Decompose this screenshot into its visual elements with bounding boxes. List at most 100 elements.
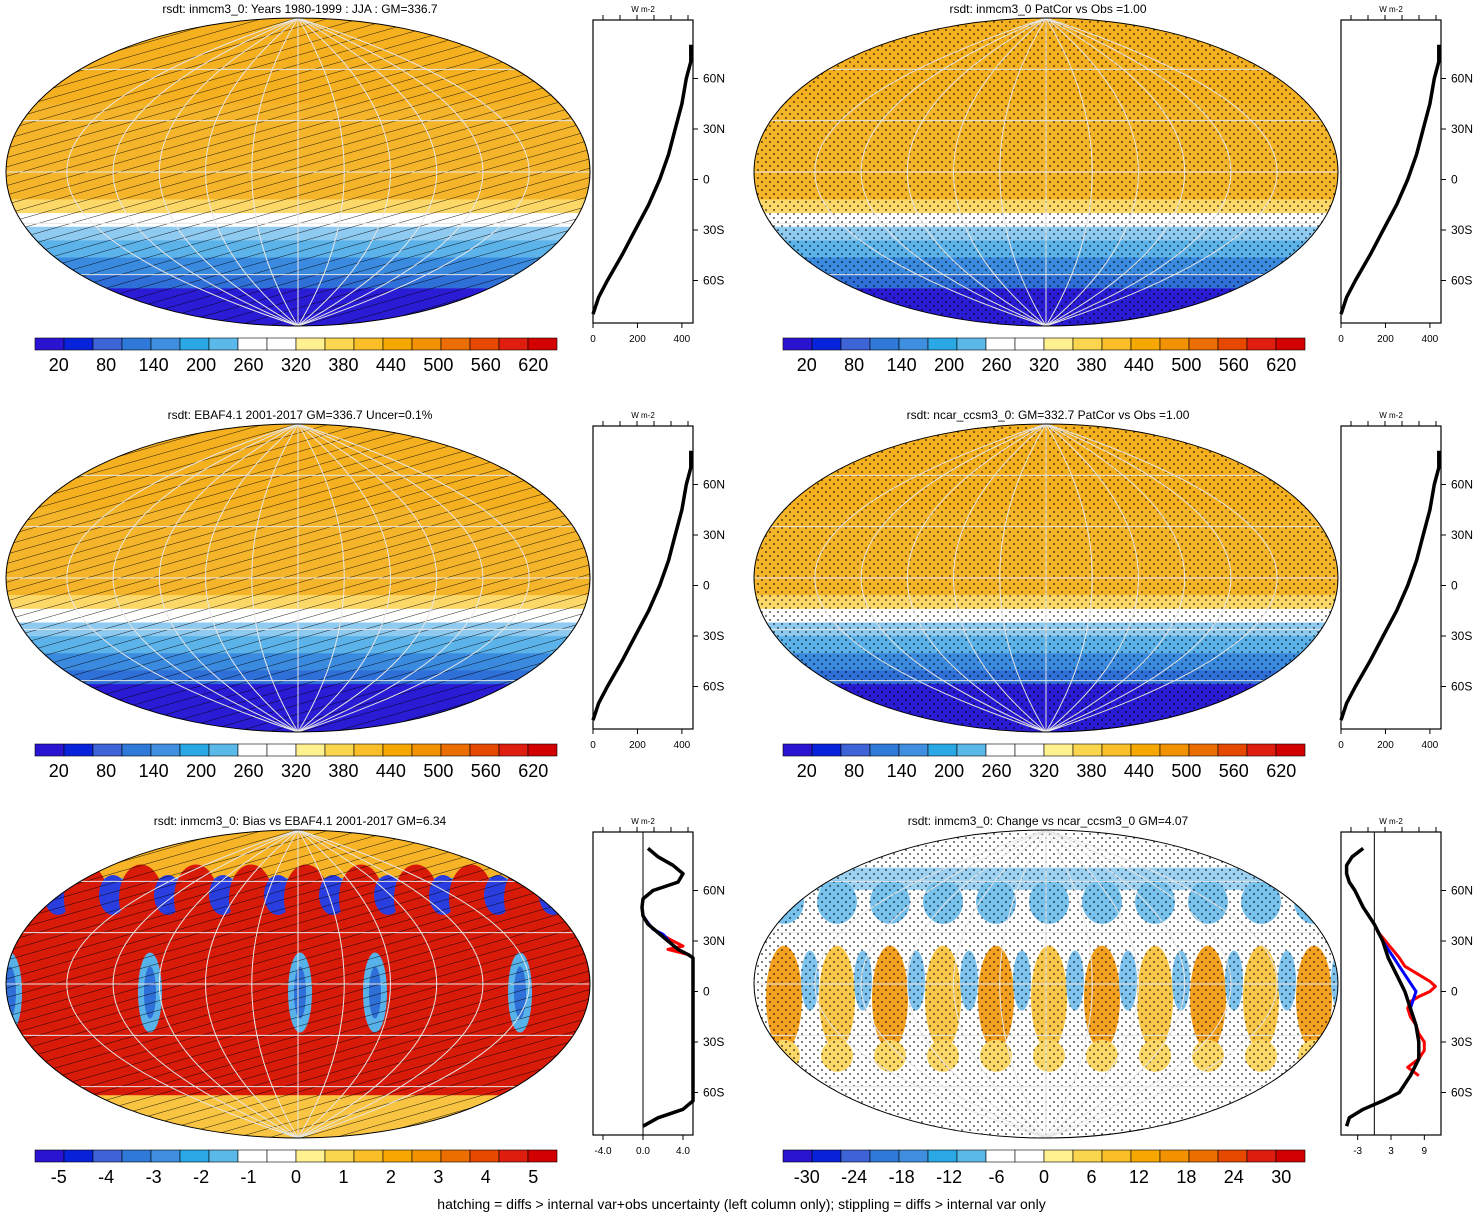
panel-svg: 20 80 140 200 260 320 380 440 500 560 620 W m-2 60N 3… [753, 5, 1473, 375]
profile-lat-tick: 60N [703, 884, 725, 898]
profile-lat-tick: 60S [703, 274, 724, 288]
profile-x-tick: 400 [674, 334, 691, 345]
colorbar: 20 80 140 200 260 320 380 440 500 560 620 [782, 743, 1306, 781]
profile-lat-tick: 30S [703, 1035, 724, 1049]
profile-line [1375, 929, 1437, 1077]
colorbar-tick-label: 1 [338, 1167, 348, 1187]
profile-line [591, 44, 693, 315]
colorbar-tick-label: 20 [797, 355, 817, 375]
colorbar: -5 -4 -3 -2 -1 0 1 2 3 4 5 [34, 1149, 558, 1187]
colorbar-tick-label: 380 [1076, 355, 1106, 375]
colorbar-tick-label: 24 [1224, 1167, 1244, 1187]
profile-lat-tick: 60S [703, 680, 724, 694]
zonal-profile: W m-2 60N 30N 0 30S 60S 0 200 400 [1338, 411, 1473, 751]
panel-svg: 20 80 140 200 260 320 380 440 500 560 620 W m-2 60N 3… [5, 411, 725, 781]
colorbar-tick-label: -4 [98, 1167, 114, 1187]
profile-line [640, 847, 695, 1128]
zonal-profile: W m-2 60N 30N 0 30S 60S 0 200 400 [1338, 5, 1473, 345]
panel-svg: 20 80 140 200 260 320 380 440 500 560 620 W m-2 60N 3… [753, 411, 1473, 781]
colorbar-tick-label: -3 [146, 1167, 162, 1187]
colorbar-tick-label: 440 [1124, 355, 1154, 375]
chart-panel-5: rsdt: inmcm3_0: Bias vs EBAF4.1 2001-201… [0, 812, 735, 1212]
profile-x-tick: 200 [629, 740, 646, 751]
colorbar-tick-label: 200 [186, 761, 216, 781]
colorbar-tick-label: 5 [528, 1167, 538, 1187]
colorbar-tick-label: 140 [139, 355, 169, 375]
colorbar-tick-label: 200 [934, 761, 964, 781]
profile-x-tick: -3 [1353, 1146, 1362, 1157]
colorbar-tick-label: 3 [433, 1167, 443, 1187]
profile-lat-tick: 30N [1451, 122, 1473, 136]
profile-unit: W m-2 [631, 817, 655, 826]
profile-lat-tick: 30N [703, 934, 725, 948]
profile-x-tick: 0 [1338, 740, 1344, 751]
colorbar-tick-label: 440 [376, 355, 406, 375]
profile-x-tick: 3 [1388, 1146, 1394, 1157]
colorbar-tick-label: 620 [518, 761, 548, 781]
colorbar-tick-label: 320 [1029, 761, 1059, 781]
colorbar-tick-label: 200 [934, 355, 964, 375]
profile-lat-tick: 60N [1451, 478, 1473, 492]
colorbar-tick-label: 260 [234, 761, 264, 781]
profile-x-tick: 200 [1377, 334, 1394, 345]
profile-line [1339, 450, 1441, 721]
colorbar-tick-label: 140 [139, 761, 169, 781]
colorbar-tick-label: 260 [982, 761, 1012, 781]
map-field [6, 424, 590, 732]
colorbar: 20 80 140 200 260 320 380 440 500 560 620 [782, 337, 1306, 375]
colorbar-tick-label: 18 [1176, 1167, 1196, 1187]
profile-x-tick: 0 [590, 334, 596, 345]
chart-panel-6: rsdt: inmcm3_0: Change vs ncar_ccsm3_0 G… [748, 812, 1483, 1212]
chart-panel-3: rsdt: EBAF4.1 2001-2017 GM=336.7 Uncer=0… [0, 406, 735, 806]
profile-line [1344, 847, 1421, 1127]
chart-panel-2: rsdt: inmcm3_0 PatCor vs Obs =1.00 20 80 14… [748, 0, 1483, 400]
colorbar-tick-label: -2 [193, 1167, 209, 1187]
colorbar-tick-label: 440 [1124, 761, 1154, 781]
profile-x-tick: 400 [1422, 334, 1439, 345]
colorbar-tick-label: 20 [49, 355, 69, 375]
colorbar-tick-label: 560 [1219, 355, 1249, 375]
profile-x-tick: 4.0 [676, 1146, 690, 1157]
colorbar-tick-label: 12 [1129, 1167, 1149, 1187]
profile-lat-tick: 30S [1451, 1035, 1472, 1049]
profile-unit: W m-2 [1379, 5, 1403, 14]
profile-lat-tick: 0 [703, 985, 710, 999]
colorbar-tick-label: 80 [96, 761, 116, 781]
colorbar-tick-label: 560 [1219, 761, 1249, 781]
map-title: rsdt: inmcm3_0: Bias vs EBAF4.1 2001-201… [153, 814, 447, 828]
colorbar-tick-label: -18 [889, 1167, 915, 1187]
profile-lat-tick: 60S [1451, 1086, 1472, 1100]
profile-x-tick: 400 [1422, 740, 1439, 751]
colorbar-tick-label: -12 [936, 1167, 962, 1187]
profile-lat-tick: 30N [1451, 934, 1473, 948]
profile-lat-tick: 0 [1451, 173, 1458, 187]
profile-lat-tick: 30S [1451, 223, 1472, 237]
colorbar-tick-label: 80 [96, 355, 116, 375]
colorbar-tick-label: 0 [1039, 1167, 1049, 1187]
panel-svg: 20 80 140 200 260 320 380 440 500 560 620 W m-2 60N 3… [5, 5, 725, 375]
profile-unit: W m-2 [1379, 817, 1403, 826]
colorbar-tick-label: 20 [797, 761, 817, 781]
map-title: rsdt: EBAF4.1 2001-2017 GM=336.7 Uncer=0… [167, 408, 433, 422]
colorbar-tick-label: 440 [376, 761, 406, 781]
colorbar-tick-label: -24 [841, 1167, 867, 1187]
colorbar-tick-label: 140 [887, 761, 917, 781]
profile-lat-tick: 0 [703, 579, 710, 593]
colorbar-tick-label: 320 [281, 761, 311, 781]
colorbar-tick-label: -1 [241, 1167, 257, 1187]
profile-lat-tick: 0 [703, 173, 710, 187]
map-field [754, 830, 1338, 1138]
colorbar-tick-label: 260 [982, 355, 1012, 375]
zonal-profile: W m-2 60N 30N 0 30S 60S 0 200 400 [590, 411, 725, 751]
profile-lat-tick: 60S [1451, 274, 1472, 288]
profile-line [591, 450, 693, 721]
profile-unit: W m-2 [1379, 411, 1403, 420]
colorbar-tick-label: 560 [471, 761, 501, 781]
profile-unit: W m-2 [631, 411, 655, 420]
colorbar-tick-label: 620 [1266, 761, 1296, 781]
colorbar-tick-label: 380 [1076, 761, 1106, 781]
figure-footnote: hatching = diffs > internal var+obs unce… [437, 1196, 1046, 1212]
colorbar-tick-label: -6 [989, 1167, 1005, 1187]
profile-lat-tick: 30S [1451, 629, 1472, 643]
panel-svg: -5 -4 -3 -2 -1 0 1 2 3 4 5 W m-2 60N 30N 0 30S 60S -4.0 0.… [5, 817, 725, 1187]
